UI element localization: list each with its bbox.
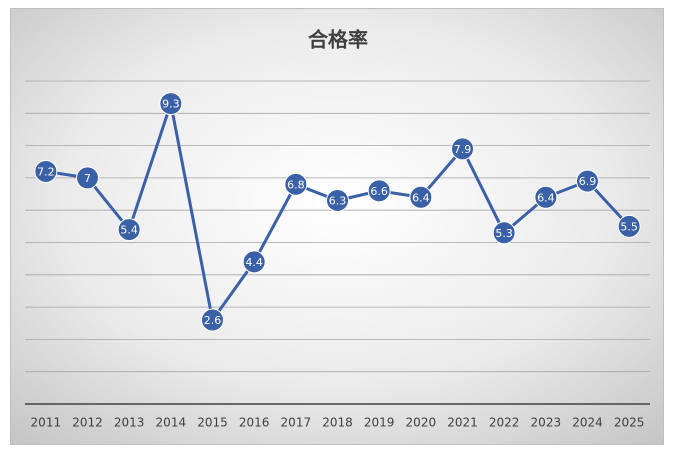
data-label: 5.4 <box>120 224 138 237</box>
data-point <box>492 221 516 245</box>
x-tick-label: 2014 <box>156 416 187 430</box>
data-point <box>409 185 433 209</box>
chart-title: 合格率 <box>308 28 368 52</box>
x-tick-label: 2023 <box>531 416 562 430</box>
x-tick-label: 2015 <box>197 416 228 430</box>
data-label: 4.4 <box>245 256 263 269</box>
x-tick-label: 2012 <box>72 416 103 430</box>
data-label: 6.6 <box>370 185 388 198</box>
data-point <box>76 166 99 190</box>
data-label: 5.3 <box>495 227 513 240</box>
data-label: 7.9 <box>454 143 472 156</box>
data-point <box>617 214 641 238</box>
data-label: 6.8 <box>287 178 305 191</box>
data-label: 6.4 <box>537 191 555 204</box>
data-point <box>534 185 558 209</box>
x-tick-label: 2016 <box>239 416 270 430</box>
chart-background <box>10 8 664 445</box>
x-tick-label: 2020 <box>406 416 437 430</box>
data-label: 7 <box>84 172 91 185</box>
data-point <box>201 308 224 332</box>
data-label: 2.6 <box>204 314 222 327</box>
data-point <box>451 137 474 161</box>
x-tick-label: 2021 <box>447 416 478 430</box>
x-tick-label: 2022 <box>489 416 520 430</box>
data-point <box>367 179 391 203</box>
x-tick-label: 2024 <box>572 416 603 430</box>
x-tick-label: 2017 <box>281 416 312 430</box>
x-tick-label: 2019 <box>364 416 395 430</box>
data-point <box>117 218 141 242</box>
x-tick-label: 2025 <box>614 416 645 430</box>
data-point <box>159 92 183 116</box>
data-point <box>576 169 599 193</box>
data-point <box>284 172 308 196</box>
x-tick-label: 2018 <box>322 416 353 430</box>
data-label: 6.4 <box>412 191 430 204</box>
data-point <box>242 250 266 274</box>
data-label: 6.9 <box>579 175 597 188</box>
data-point <box>326 189 349 213</box>
data-label: 6.3 <box>329 195 347 208</box>
data-point <box>34 159 58 183</box>
data-label: 9.3 <box>162 98 180 111</box>
data-label: 5.5 <box>620 220 638 233</box>
x-tick-label: 2011 <box>31 416 62 430</box>
x-tick-label: 2013 <box>114 416 145 430</box>
data-label: 7.2 <box>37 165 55 178</box>
